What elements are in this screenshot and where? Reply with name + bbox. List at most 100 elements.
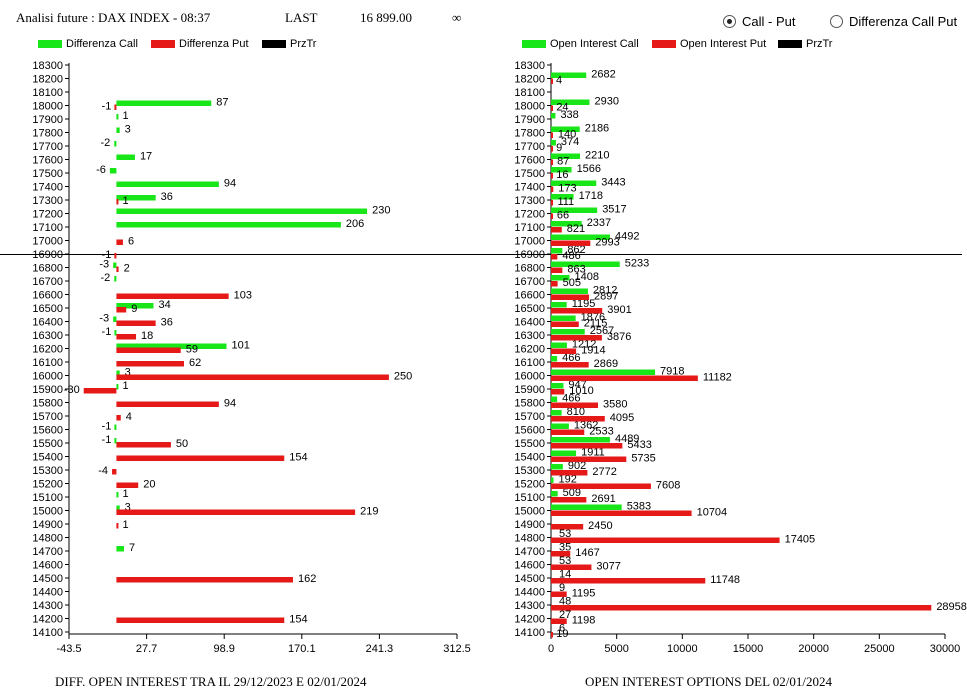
radio-call-put[interactable]: Call - Put xyxy=(723,14,795,29)
oi-call-bar xyxy=(551,329,585,335)
bar-value-label: 5735 xyxy=(631,453,655,465)
oi-put-bar xyxy=(551,362,589,368)
oi-put-bar xyxy=(551,429,585,435)
oi-put-bar xyxy=(551,537,780,543)
oi-call-bar xyxy=(551,410,562,416)
oi-call-bar xyxy=(551,275,570,281)
bar-value-label: 863 xyxy=(567,264,585,276)
x-tick-label: 312.5 xyxy=(443,643,471,655)
bar-value-label: 28958 xyxy=(936,601,967,613)
y-tick-label: 17100 xyxy=(514,222,545,234)
bar-value-label: 902 xyxy=(568,460,586,472)
diff-put-bar xyxy=(116,361,184,367)
oi-put-bar xyxy=(551,159,553,165)
y-tick-label: 14600 xyxy=(32,560,63,572)
x-tick-label: 5000 xyxy=(604,643,628,655)
bar-value-label: 50 xyxy=(176,438,188,450)
page-title: Analisi future : DAX INDEX - 08:37 xyxy=(16,10,211,25)
bar-value-label: 509 xyxy=(563,487,581,499)
bar-value-label: 2682 xyxy=(591,69,615,81)
oi-call-bar xyxy=(551,396,558,402)
oi-call-bar xyxy=(551,504,622,510)
diff-call-bar xyxy=(109,168,117,174)
bar-value-label: 3077 xyxy=(596,561,620,573)
y-tick-label: 18100 xyxy=(514,87,545,99)
bar-value-label: 140 xyxy=(558,129,576,141)
bar-value-label: 66 xyxy=(557,210,569,222)
y-tick-label: 18300 xyxy=(32,60,63,72)
radio-diff-call-put[interactable]: Differenza Call Put xyxy=(830,14,957,29)
bar-value-label: 810 xyxy=(567,406,585,418)
y-tick-label: 16300 xyxy=(514,330,545,342)
y-tick-label: 14500 xyxy=(514,573,545,585)
y-tick-label: 14800 xyxy=(32,533,63,545)
y-tick-label: 17400 xyxy=(32,182,63,194)
bar-value-label: 154 xyxy=(289,452,307,464)
oi-call-bar xyxy=(551,180,597,186)
oi-call-bar xyxy=(551,140,556,146)
oi-call-bar xyxy=(551,234,610,240)
y-tick-label: 17400 xyxy=(514,182,545,194)
radio-call-put-label: Call - Put xyxy=(742,14,796,29)
oi-put-bar xyxy=(551,173,553,179)
bar-value-label: 3 xyxy=(125,367,131,379)
diff-call-bar xyxy=(114,141,117,147)
bar-value-label: 36 xyxy=(161,191,173,203)
diff-put-bar xyxy=(116,320,156,326)
oi-call-bar xyxy=(551,194,574,200)
y-tick-label: 15000 xyxy=(514,506,545,518)
bar-value-label: 35 xyxy=(559,542,571,554)
bar-value-label: 2115 xyxy=(584,318,608,330)
diff-put-bar xyxy=(116,239,123,245)
oi-put-bar xyxy=(551,200,553,206)
oi-call-bar xyxy=(551,437,610,443)
y-tick-label: 15100 xyxy=(32,492,63,504)
y-tick-label: 15600 xyxy=(514,425,545,437)
diff-put-bar xyxy=(116,482,139,488)
bar-value-label: 7608 xyxy=(656,480,680,492)
bar-value-label: 5433 xyxy=(627,439,651,451)
oi-put-bar xyxy=(551,335,602,341)
bar-value-label: -4 xyxy=(98,465,108,477)
diff-put-bar xyxy=(116,415,121,421)
diff-call-bar xyxy=(116,181,219,187)
y-tick-label: 14600 xyxy=(514,560,545,572)
y-tick-label: 16500 xyxy=(514,303,545,315)
x-tick-label: 27.7 xyxy=(136,643,157,655)
y-tick-label: 18200 xyxy=(32,74,63,86)
legend-swatch-green xyxy=(38,40,62,48)
y-tick-label: 15400 xyxy=(514,452,545,464)
oi-put-bar xyxy=(551,591,567,597)
oi-call-bar xyxy=(551,99,590,105)
bar-value-label: 486 xyxy=(562,250,580,262)
oi-put-bar xyxy=(551,213,553,219)
y-tick-label: 14100 xyxy=(32,627,63,639)
bar-value-label: 374 xyxy=(561,136,579,148)
oi-put-bar xyxy=(551,105,553,111)
bar-value-label: 16 xyxy=(556,169,568,181)
bar-value-label: 17405 xyxy=(785,534,816,546)
y-tick-label: 17200 xyxy=(514,209,545,221)
y-tick-label: 18200 xyxy=(514,74,545,86)
oi-put-bar xyxy=(551,308,603,314)
y-tick-label: 17600 xyxy=(32,155,63,167)
diff-call-bar xyxy=(116,505,120,511)
bar-value-label: 2930 xyxy=(594,96,618,108)
legend-swatch-black xyxy=(262,40,286,48)
y-tick-label: 17900 xyxy=(32,114,63,126)
y-tick-label: 17800 xyxy=(32,128,63,140)
diff-put-bar xyxy=(116,442,171,448)
bar-value-label: -1 xyxy=(102,101,112,113)
y-tick-label: 18100 xyxy=(32,87,63,99)
bar-value-label: 3 xyxy=(125,502,131,514)
bar-value-label: 2897 xyxy=(594,291,618,303)
y-tick-label: 14300 xyxy=(514,600,545,612)
diff-call-bar xyxy=(116,195,156,201)
bar-value-label: 4 xyxy=(126,411,132,423)
bar-value-label: 1911 xyxy=(581,447,605,459)
diff-put-bar xyxy=(116,455,285,461)
y-tick-label: 14200 xyxy=(32,614,63,626)
bar-value-label: 821 xyxy=(567,223,585,235)
bar-value-label: 34 xyxy=(158,299,170,311)
bar-value-label: 1 xyxy=(123,488,129,500)
